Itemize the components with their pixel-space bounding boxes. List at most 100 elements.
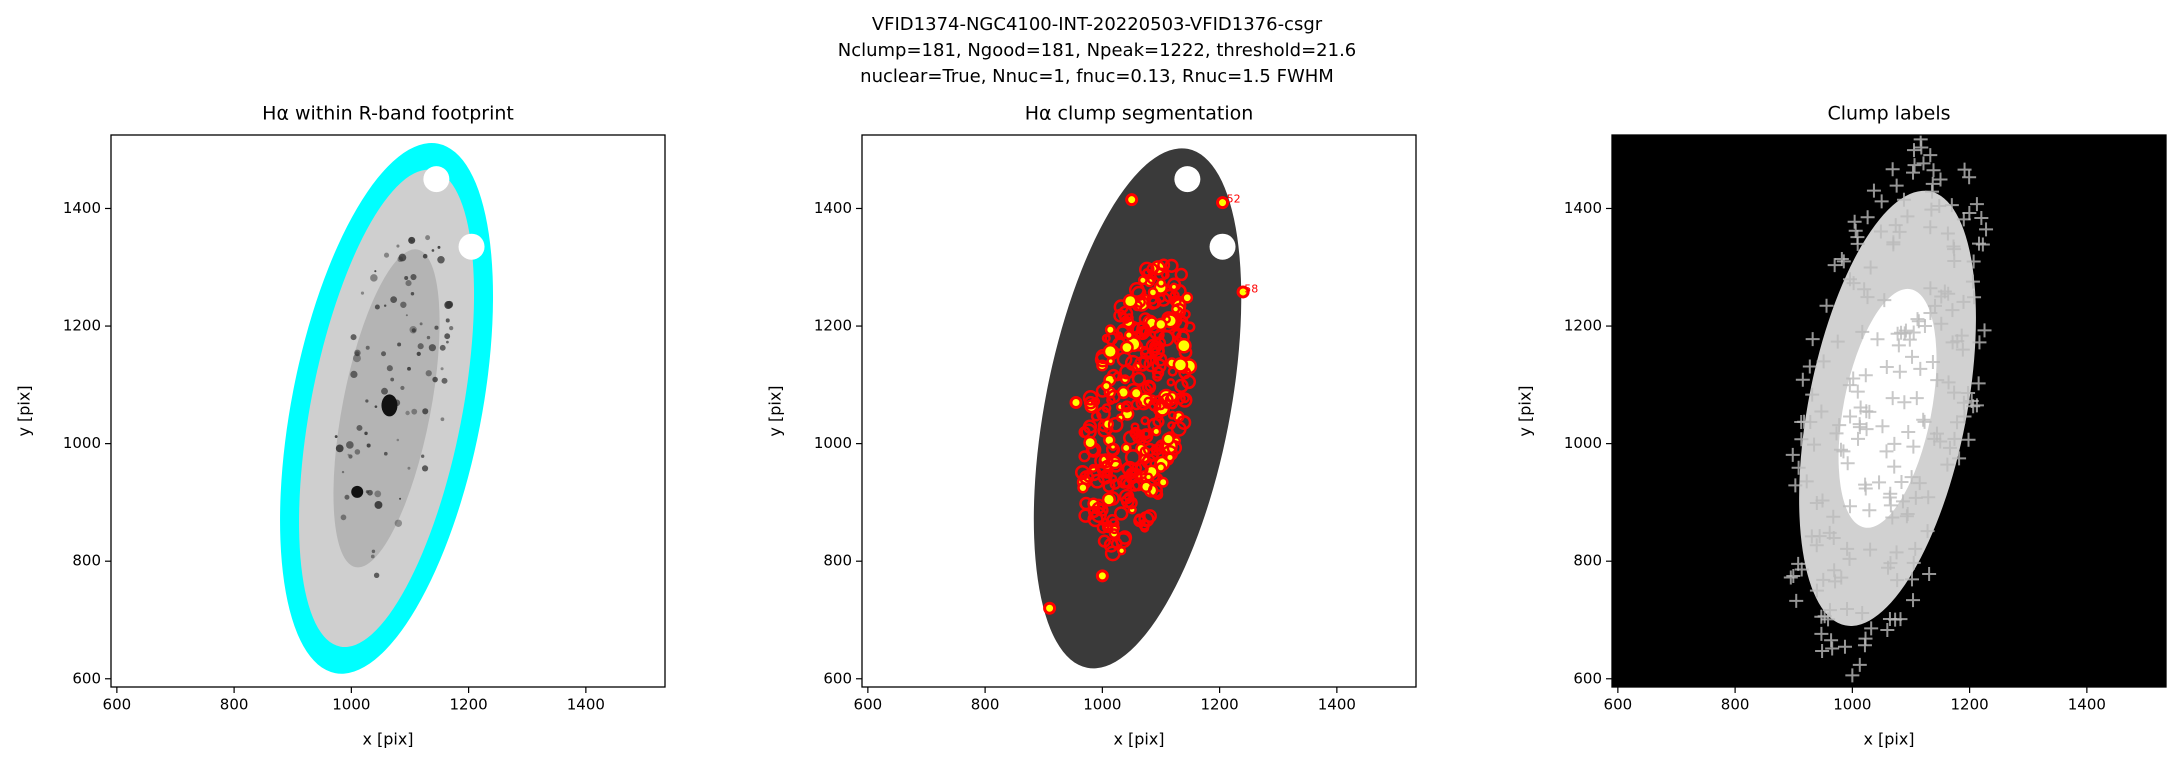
clump [1152, 415, 1165, 428]
star-mask [1174, 166, 1201, 193]
clump-marker [1917, 318, 1932, 333]
clump-marker [1944, 198, 1959, 213]
hii-region [383, 304, 387, 307]
hii-region [422, 408, 429, 415]
hii-region [437, 256, 445, 264]
clump-marker [1786, 569, 1801, 584]
clump [1167, 366, 1178, 377]
clump [1169, 294, 1182, 308]
x-tick-label: 600 [854, 696, 883, 714]
clump-marker [1961, 432, 1976, 447]
clump-marker [1962, 206, 1977, 221]
y-tick-label: 800 [72, 552, 101, 570]
hii-region [434, 325, 439, 330]
clump-marker [1809, 538, 1824, 553]
clump-marker [1923, 220, 1938, 235]
clump-marker [1858, 368, 1873, 383]
clump-marker [1934, 316, 1949, 331]
hii-region [371, 549, 376, 554]
hii-region [341, 470, 345, 474]
hii-region [356, 424, 363, 431]
clump-marker [1974, 210, 1989, 225]
clump-marker [1905, 349, 1920, 364]
hii-region [354, 349, 361, 357]
clump [1144, 472, 1154, 482]
y-tick-label: 1200 [63, 317, 101, 335]
clump-marker [1825, 641, 1840, 656]
clump-marker [1893, 612, 1908, 627]
clump-marker [1941, 375, 1956, 390]
clump-marker [1864, 621, 1879, 636]
hii-region [400, 385, 405, 391]
clump [1156, 278, 1166, 288]
clump-marker [1922, 566, 1937, 581]
clump-marker [1866, 183, 1881, 198]
clump [1123, 330, 1134, 341]
clump-marker [1837, 639, 1852, 654]
clump-label: 52 [1227, 193, 1241, 206]
clump [1139, 428, 1152, 441]
clump [1155, 441, 1165, 451]
y-tick-label: 1000 [814, 434, 852, 452]
x-tick-label: 1400 [1318, 696, 1356, 714]
clump-marker [1797, 414, 1812, 429]
clump-marker [1925, 355, 1940, 370]
clump-marker [1930, 373, 1945, 388]
clump [1100, 380, 1112, 392]
hii-region [374, 405, 378, 409]
y-tick-label: 800 [823, 552, 852, 570]
clump-marker [1846, 371, 1861, 386]
clump [1131, 371, 1146, 386]
x-tick-label: 800 [220, 696, 249, 714]
clump-marker [1916, 412, 1931, 427]
clump-marker [1950, 415, 1965, 430]
clump [1101, 403, 1112, 413]
hii-region [396, 244, 400, 248]
clump-marker [1901, 425, 1916, 440]
clump [1107, 416, 1124, 433]
hii-region [383, 252, 390, 258]
clump-marker [1847, 214, 1862, 229]
hii-region [365, 345, 370, 350]
bright-spot [351, 485, 364, 498]
clump [1077, 482, 1089, 494]
y-tick-label: 1200 [814, 317, 852, 335]
clump-marker [1898, 323, 1913, 338]
clump-marker [1969, 197, 1984, 212]
clump [1043, 601, 1057, 615]
clump-marker [1945, 335, 1960, 350]
axes-frame [110, 134, 666, 688]
clump [1172, 357, 1189, 373]
clump [1091, 501, 1105, 516]
clump-marker [1910, 312, 1925, 327]
clump [1146, 263, 1159, 276]
clump-marker [1920, 524, 1935, 539]
clump-marker [1840, 601, 1855, 616]
clump-marker [1940, 226, 1955, 241]
clump-marker [1923, 281, 1938, 296]
clump [1120, 494, 1135, 509]
clump-marker [1906, 593, 1921, 608]
clump-marker [1916, 156, 1931, 171]
clump-marker [1942, 440, 1957, 455]
nucleus [381, 394, 398, 417]
clump-marker [1971, 236, 1986, 251]
clump-marker [1888, 218, 1903, 233]
hii-region [420, 454, 425, 458]
clump-marker [1895, 494, 1910, 509]
clump [1102, 343, 1118, 360]
hii-region [350, 370, 358, 379]
clump [1152, 352, 1168, 367]
clump [1097, 534, 1112, 548]
axes-frame [861, 134, 1417, 688]
clump [1096, 461, 1113, 478]
clump-marker [1829, 426, 1844, 441]
panel-title: Hα clump segmentation [1025, 103, 1254, 125]
clump [1104, 324, 1116, 336]
clump-marker [1816, 572, 1831, 587]
hii-region [370, 274, 378, 282]
clump [1161, 432, 1175, 446]
hii-region [386, 365, 393, 372]
x-tick-label: 1000 [1833, 696, 1871, 714]
clump-marker [1857, 638, 1872, 653]
